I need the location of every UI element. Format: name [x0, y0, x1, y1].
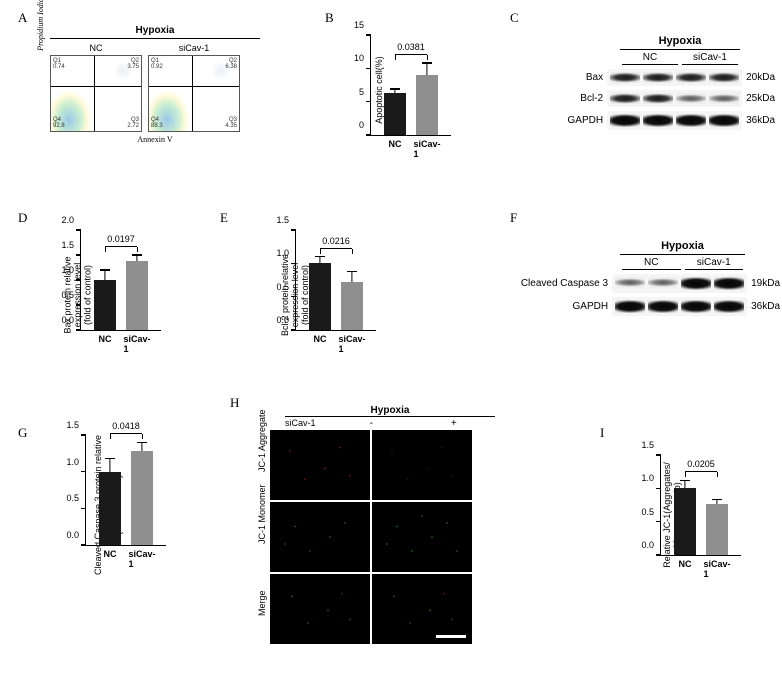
western-blot-bax-bcl2: Hypoxia NC siCav-1 Bax20kDa Bcl-225kDa GAP… — [550, 35, 775, 130]
bar-sicav-1 — [126, 261, 148, 330]
wb-row-bax: Bax20kDa — [550, 69, 775, 86]
jc1-row-merge: Merge — [255, 573, 495, 645]
wb-f-title: Hypoxia — [620, 240, 745, 255]
bar-nc — [674, 488, 696, 555]
y-axis-label: Bax protein relative expression level (f… — [63, 256, 93, 333]
panel-label-b: B — [325, 10, 334, 26]
p-value: 0.0418 — [112, 421, 140, 431]
flow-xlabel: Annexin V — [137, 135, 172, 144]
jc1-title: Hypoxia — [285, 405, 495, 417]
flow-left-label: NC — [50, 43, 142, 53]
flow-ylabel: Propidium Iodide — [36, 0, 45, 50]
jc1-img-mono-nc — [270, 502, 370, 572]
y-axis-label: Apoptotic cell(%) — [374, 56, 384, 124]
jc1-microscopy: Hypoxia siCav-1 - + JC-1 Aggregate JC-1 … — [255, 405, 495, 645]
bar-sicav-1 — [341, 282, 363, 330]
jc1-img-merge-nc — [270, 574, 370, 644]
jc1-row-aggregate: JC-1 Aggregate — [255, 429, 495, 501]
p-value: 0.0197 — [107, 234, 135, 244]
scale-bar — [436, 635, 466, 638]
panel-label-d: D — [18, 210, 27, 226]
wb-row-cleaved-caspase-3: Cleaved Caspase 319kDa — [520, 274, 780, 293]
chart-caspase3: 0.00.51.01.5Cleaved Caspase 3 protein re… — [85, 435, 166, 546]
wb-row-gapdh: GAPDH36kDa — [520, 297, 780, 316]
flow-right-col: siCav-1 Q1 0.92 Q2 6.38 Q4 88.3 Q3 4.35 — [148, 43, 240, 132]
panel-label-g: G — [18, 425, 27, 441]
western-blot-caspase3: Hypoxia NC siCav-1 Cleaved Caspase 319kD… — [520, 240, 780, 316]
panel-label-a: A — [18, 10, 27, 26]
jc1-treat-label: siCav-1 — [285, 418, 330, 429]
jc1-img-mono-sicav1 — [372, 502, 472, 572]
flow-row: Propidium Iodide NC Q1 0.74 Q2 3.75 Q4 9… — [50, 38, 260, 132]
chart-bcl2: 0.00.51.01.5Bcl-2 protein relative expre… — [295, 230, 376, 331]
flow-cytometry-panel: Hypoxia Propidium Iodide NC Q1 0.74 Q2 3… — [50, 25, 260, 132]
chart-jc1-ratio: 0.00.51.01.5Relative JC-1(Aggregates/ Mo… — [660, 455, 741, 556]
jc1-img-agg-sicav1 — [372, 430, 472, 500]
flow-title: Hypoxia — [50, 25, 260, 36]
wb-f-groups: NC siCav-1 — [620, 257, 745, 270]
panel-label-e: E — [220, 210, 228, 226]
panel-label-c: C — [510, 10, 519, 26]
bar-sicav-1 — [416, 75, 438, 135]
bar-nc — [94, 280, 116, 330]
panel-label-f: F — [510, 210, 517, 226]
bar-nc — [99, 472, 121, 545]
bar-nc — [309, 263, 331, 330]
y-axis-label: Bcl-2 protein relative expression level … — [280, 254, 310, 336]
jc1-img-merge-sicav1 — [372, 574, 472, 644]
wb-row-gapdh: GAPDH36kDa — [550, 111, 775, 130]
figure-root: A Hypoxia Propidium Iodide NC Q1 0.74 Q2… — [10, 10, 772, 676]
p-value: 0.0216 — [322, 236, 350, 246]
jc1-row-monomer: JC-1 Monomer — [255, 501, 495, 573]
wb-row-bcl-2: Bcl-225kDa — [550, 90, 775, 107]
wb-c-groups: NC siCav-1 — [620, 52, 740, 65]
jc1-img-agg-nc — [270, 430, 370, 500]
flow-plot-sicav1: Q1 0.92 Q2 6.38 Q4 88.3 Q3 4.35 — [148, 55, 240, 132]
bar-sicav-1 — [706, 504, 728, 555]
bar-nc — [384, 93, 406, 135]
chart-bax: 0.00.51.01.52.0Bax protein relative expr… — [80, 230, 161, 331]
p-value: 0.0205 — [687, 459, 715, 469]
bar-sicav-1 — [131, 451, 153, 545]
p-value: 0.0381 — [397, 42, 425, 52]
flow-left-col: NC Q1 0.74 Q2 3.75 Q4 92.8 Q3 2.72 — [50, 43, 142, 132]
wb-c-title: Hypoxia — [620, 35, 740, 50]
panel-label-h: H — [230, 395, 239, 411]
chart-apoptotic-cell: 051015Apoptotic cell(%)NCsiCav-10.0381 — [370, 35, 451, 136]
flow-plot-nc: Q1 0.74 Q2 3.75 Q4 92.8 Q3 2.72 — [50, 55, 142, 132]
flow-right-label: siCav-1 — [148, 43, 240, 53]
panel-label-i: I — [600, 425, 604, 441]
